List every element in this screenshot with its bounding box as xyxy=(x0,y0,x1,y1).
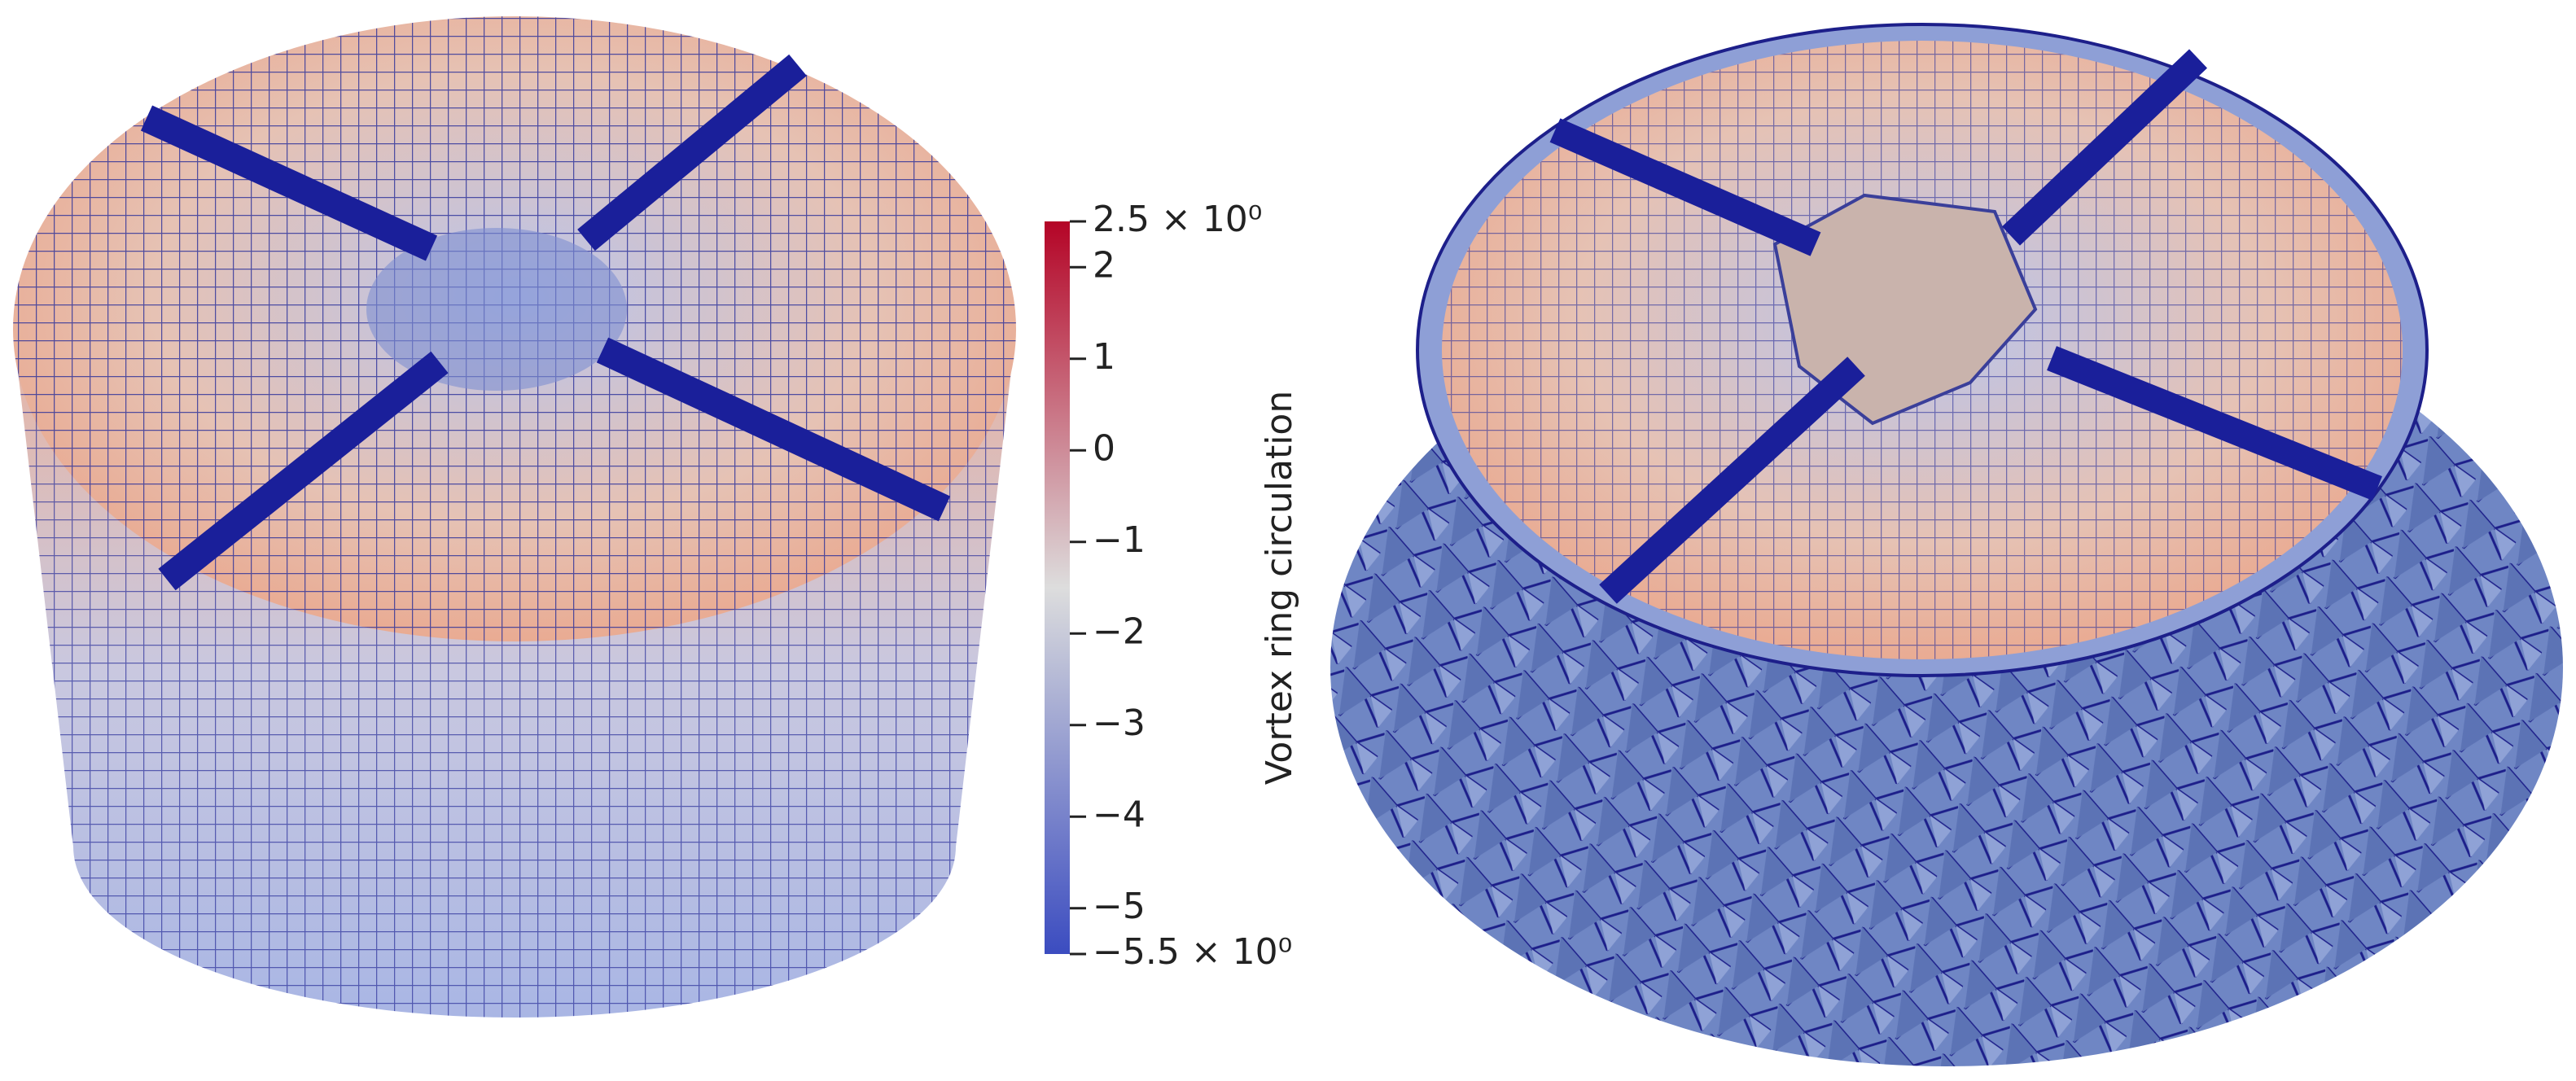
tick-label: 2 xyxy=(1093,244,1115,286)
tick-label: −4 xyxy=(1093,794,1146,835)
right-render xyxy=(1330,23,2563,1066)
colorbar: Vortex ring circulation xyxy=(1045,221,1300,954)
tick-label: −5.5 × 10⁰ xyxy=(1093,931,1292,973)
colorbar-gradient xyxy=(1045,221,1070,954)
left-render xyxy=(13,16,1016,1018)
tick-label: −5 xyxy=(1093,886,1146,927)
tick-label: −1 xyxy=(1093,519,1146,561)
tick-label: 0 xyxy=(1093,427,1115,469)
colorbar-title: Vortex ring circulation xyxy=(1259,391,1300,785)
tick-label: 1 xyxy=(1093,336,1115,378)
tick-label: 2.5 × 10⁰ xyxy=(1093,199,1262,240)
tick-label: −2 xyxy=(1093,611,1146,652)
tick-label: −3 xyxy=(1093,702,1146,744)
